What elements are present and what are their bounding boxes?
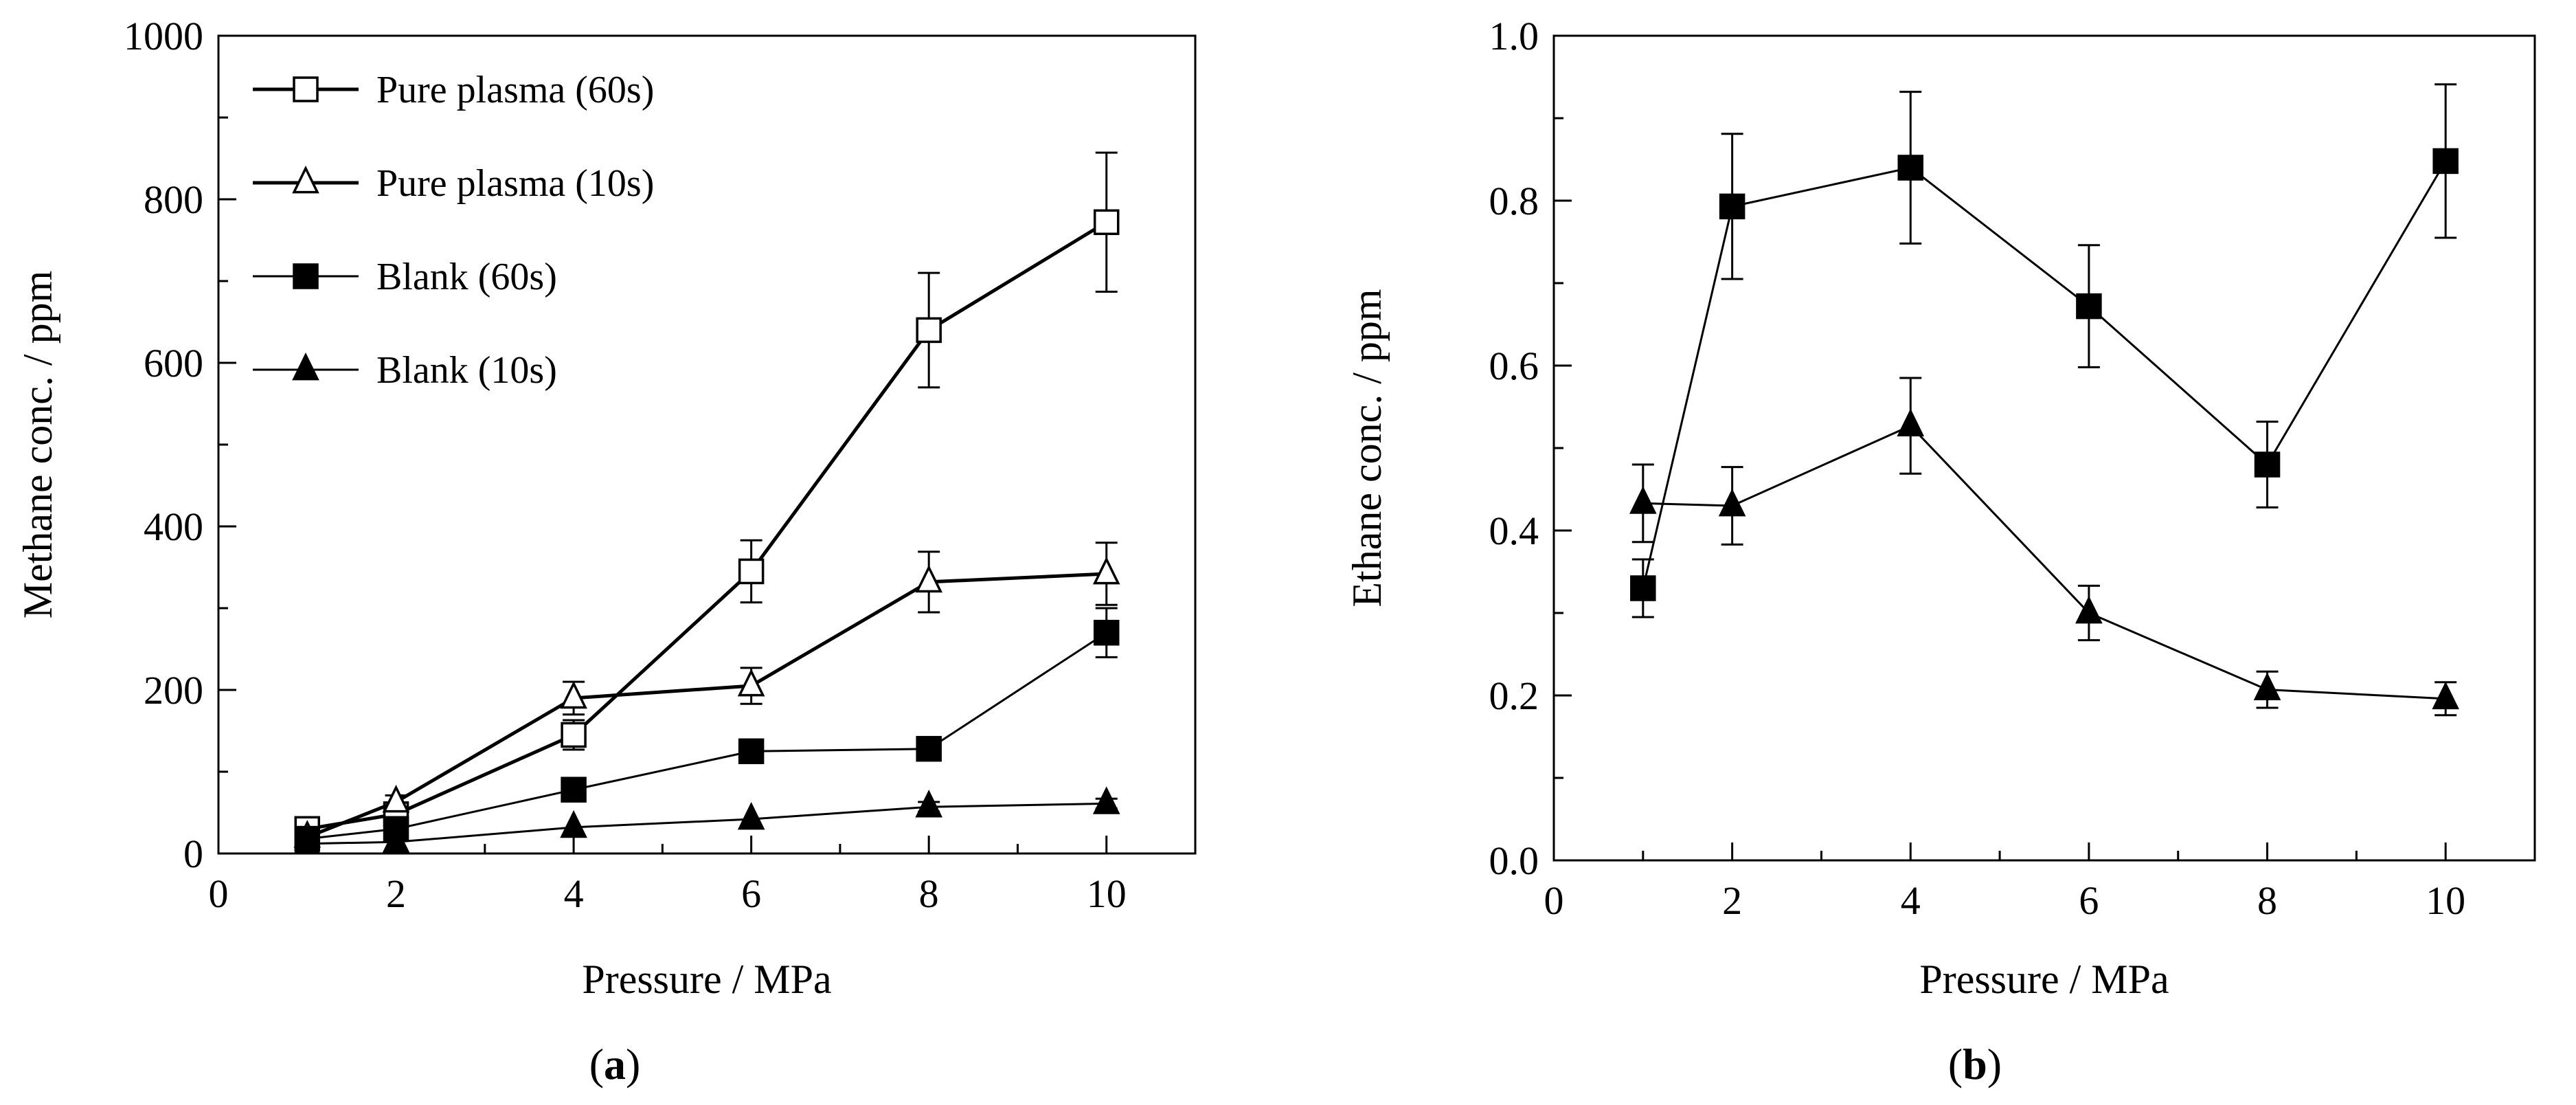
data-point bbox=[915, 564, 942, 593]
series-1 bbox=[293, 542, 1120, 848]
panel-label-letter: b bbox=[1963, 1040, 1987, 1089]
legend-marker bbox=[292, 352, 319, 381]
data-point bbox=[1093, 619, 1120, 646]
data-point bbox=[560, 680, 587, 709]
series-line bbox=[306, 221, 1107, 831]
x-tick-label: 6 bbox=[2079, 878, 2099, 923]
x-tick-label: 10 bbox=[1087, 871, 1127, 916]
data-point bbox=[915, 790, 942, 818]
chart-panel-a: 0 2 4 6 8 10 0 200 400 600 800 1000 Pressure / MPa Me… bbox=[15, 14, 1197, 1089]
panel-label-open: ( bbox=[1948, 1040, 1963, 1089]
data-point bbox=[561, 722, 587, 748]
y-tick-label: 600 bbox=[144, 341, 203, 386]
x-tick-label: 2 bbox=[386, 871, 406, 916]
x-tick-label: 2 bbox=[1722, 878, 1742, 923]
data-point bbox=[916, 317, 942, 344]
data-point bbox=[1719, 193, 1745, 220]
y-tick-label: 0.0 bbox=[1489, 838, 1539, 883]
data-point bbox=[1629, 486, 1657, 514]
series-0 bbox=[1630, 83, 2459, 618]
y-tick-label: 0.6 bbox=[1489, 344, 1539, 388]
panel-label-close: ) bbox=[1987, 1040, 2002, 1089]
y-tick-label: 0.8 bbox=[1489, 179, 1539, 223]
panel-label-open: ( bbox=[589, 1040, 604, 1089]
y-tick-label: 1.0 bbox=[1489, 14, 1539, 58]
legend-label: Blank (60s) bbox=[376, 256, 557, 298]
data-point bbox=[2254, 451, 2281, 478]
y-tick-label: 0 bbox=[183, 831, 203, 876]
data-point bbox=[737, 801, 765, 830]
data-point bbox=[916, 735, 942, 762]
y-tick-label: 800 bbox=[144, 177, 203, 222]
plot-frame bbox=[1552, 34, 2536, 862]
data-point bbox=[382, 784, 410, 813]
legend-label: Pure plasma (60s) bbox=[376, 69, 654, 111]
data-point bbox=[2253, 672, 2281, 700]
legend-marker bbox=[293, 263, 319, 289]
x-tick-label: 8 bbox=[919, 871, 939, 916]
y-tick-label: 400 bbox=[144, 504, 203, 549]
legend-marker bbox=[293, 76, 319, 102]
x-tick-label: 0 bbox=[1544, 878, 1564, 923]
data-point bbox=[560, 810, 587, 838]
series-1 bbox=[1629, 377, 2459, 717]
x-tick-label: 6 bbox=[741, 871, 761, 916]
data-point bbox=[738, 558, 765, 585]
data-point bbox=[561, 777, 587, 803]
plot-frame bbox=[217, 34, 1197, 855]
series-3 bbox=[293, 786, 1120, 855]
panel-label: (a) bbox=[589, 1040, 641, 1089]
x-tick-label: 8 bbox=[2257, 878, 2277, 923]
data-point bbox=[1093, 209, 1120, 236]
data-point bbox=[2076, 293, 2102, 320]
data-point bbox=[2432, 148, 2459, 175]
x-tick-label: 10 bbox=[2426, 878, 2465, 923]
y-tick-label: 0.4 bbox=[1489, 509, 1539, 553]
series-line bbox=[1642, 160, 2447, 589]
data-point bbox=[1630, 575, 1656, 601]
series-line bbox=[306, 572, 1107, 839]
data-point bbox=[738, 738, 765, 764]
data-point bbox=[1718, 488, 1746, 517]
data-point bbox=[1897, 408, 1925, 436]
y-tick-label: 0.2 bbox=[1489, 673, 1539, 718]
chart-panel-b: 0 2 4 6 8 10 0.0 0.2 0.4 0.6 0.8 1.0 Pressure / MPa E… bbox=[1344, 14, 2536, 1089]
y-tick-label: 1000 bbox=[124, 14, 203, 58]
series-line bbox=[1642, 424, 2446, 700]
panel-label: (b) bbox=[1948, 1040, 2002, 1089]
data-point bbox=[1092, 556, 1120, 585]
legend-marker bbox=[292, 165, 319, 194]
panel-label-letter: a bbox=[604, 1040, 626, 1089]
data-point bbox=[1897, 155, 1924, 181]
x-tick-label: 4 bbox=[1901, 878, 1921, 923]
series-line bbox=[307, 632, 1107, 840]
data-point bbox=[293, 826, 321, 855]
data-point bbox=[2075, 595, 2103, 624]
series-line bbox=[307, 802, 1107, 845]
x-axis-label: Pressure / MPa bbox=[1919, 957, 2169, 1002]
data-point bbox=[2432, 681, 2459, 710]
data-point bbox=[1092, 786, 1120, 814]
y-tick-label: 200 bbox=[144, 668, 203, 713]
panel-label-close: ) bbox=[626, 1040, 640, 1089]
legend-label: Pure plasma (10s) bbox=[376, 162, 654, 205]
data-point bbox=[737, 668, 765, 697]
y-axis-label: Methane conc. / ppm bbox=[15, 271, 60, 619]
legend-label: Blank (10s) bbox=[376, 349, 557, 392]
x-tick-label: 0 bbox=[209, 871, 229, 916]
x-tick-label: 4 bbox=[564, 871, 584, 916]
series-2 bbox=[294, 607, 1120, 852]
data-point bbox=[382, 825, 410, 853]
legend: Pure plasma (60s) Pure plasma (10s) Blank … bbox=[253, 69, 654, 392]
x-axis-label: Pressure / MPa bbox=[582, 957, 831, 1002]
y-axis-label: Ethane conc. / ppm bbox=[1344, 289, 1390, 607]
